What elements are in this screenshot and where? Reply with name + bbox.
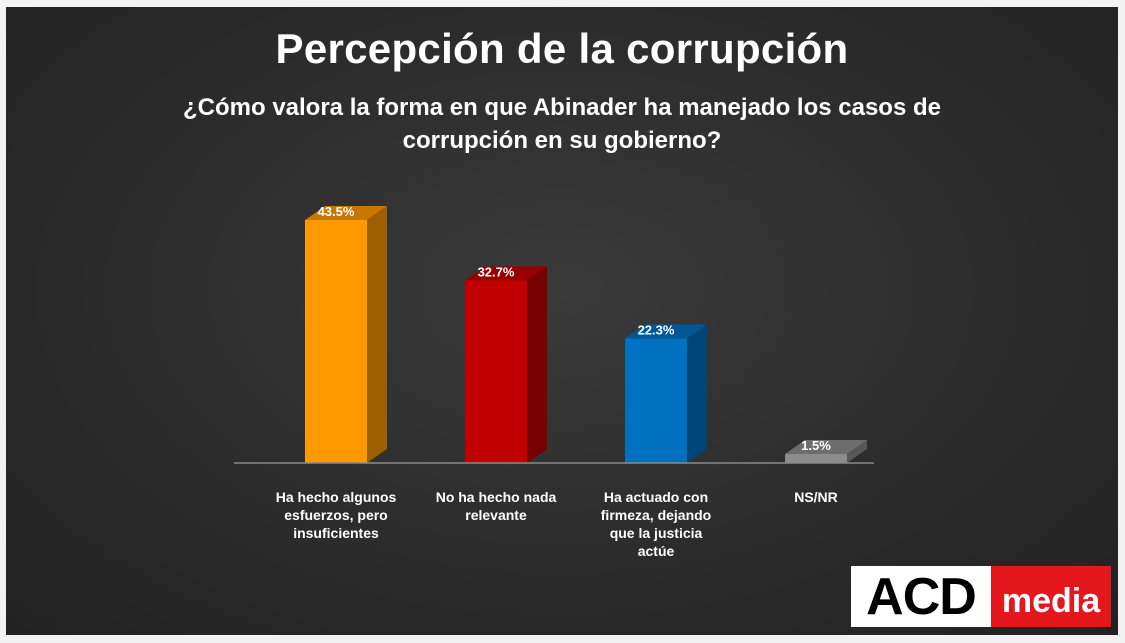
bar-top [305,206,387,220]
bar-side [847,440,867,463]
value-labels-layer: 43.5% 32.7% 22.3% 1.5% [318,204,832,453]
bar-side [367,206,387,463]
logo-brand: ACD [851,566,991,627]
bar-top [465,266,547,281]
bar-3 [625,324,707,463]
bar-2 [465,266,547,463]
category-label: Ha hecho algunos esfuerzos, pero insufic… [275,489,397,541]
bar-top [625,324,707,339]
category-label: No ha hecho nada relevante [435,489,557,523]
category-label: Ha actuado con firmeza, dejando que la j… [600,489,712,559]
bar-side [527,266,547,463]
value-label: 32.7% [478,264,515,279]
bar-front [625,338,687,463]
bar-side [687,324,707,463]
bars-layer [305,206,867,463]
slide: Percepción de la corrupción ¿Cómo valora… [6,7,1118,635]
value-label: 1.5% [801,438,831,453]
bar-front [785,454,847,463]
bar-top [785,440,867,454]
bar-chart: 43.5% 32.7% 22.3% 1.5% [234,204,874,464]
chart-subtitle: ¿Cómo valora la forma en que Abinader ha… [183,94,941,154]
bar-front [465,280,527,463]
chart-title: Percepción de la corrupción [275,25,849,72]
bar-4 [785,440,867,463]
category-label: NS/NR [794,489,838,505]
value-label: 43.5% [318,204,355,219]
acd-media-logo: ACD media [851,566,1111,627]
value-label: 22.3% [638,322,675,337]
bar-1 [305,206,387,463]
logo-suffix: media [991,566,1111,627]
bar-front [305,220,367,463]
